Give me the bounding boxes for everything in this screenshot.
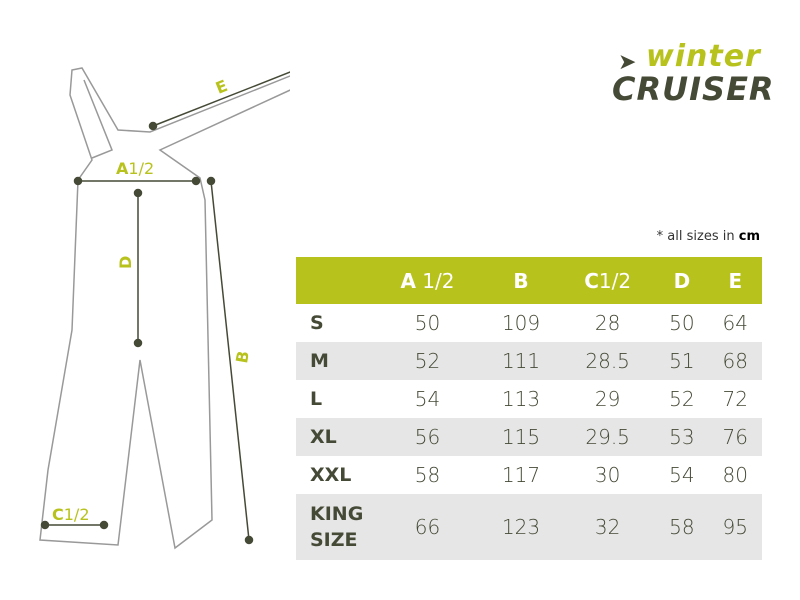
cell: 123 bbox=[481, 494, 561, 560]
arrow-icon: ➤ bbox=[618, 50, 637, 75]
cell: 52 bbox=[373, 342, 482, 380]
col-e: E bbox=[708, 257, 762, 304]
header-row: A 1/2 B C1/2 D E bbox=[296, 257, 762, 304]
cell: 32 bbox=[560, 494, 656, 560]
col-b: B bbox=[481, 257, 561, 304]
cell: 66 bbox=[373, 494, 482, 560]
cell: 64 bbox=[722, 311, 748, 335]
cell: 52 bbox=[669, 387, 695, 411]
logo-line2: CRUISER bbox=[612, 70, 775, 108]
size-label: S bbox=[310, 312, 324, 334]
cell: 29 bbox=[594, 387, 621, 411]
logo-line1: winter bbox=[646, 39, 761, 74]
size-table: A 1/2 B C1/2 D E S 50 109 28 50 64 M 52 111 28.5 5… bbox=[296, 257, 762, 560]
table-row: KING SIZE 66 123 32 58 95 bbox=[296, 494, 762, 560]
size-label: M bbox=[296, 342, 373, 380]
table-row: L 54 113 29 52 72 bbox=[296, 380, 762, 418]
pants-outline bbox=[39, 67, 290, 550]
brand-logo: ➤ winter CRUISER bbox=[612, 39, 775, 108]
label-c: C1/2 bbox=[52, 505, 90, 524]
cell: 115 bbox=[481, 418, 561, 456]
col-d: D bbox=[655, 257, 709, 304]
label-b: B bbox=[232, 349, 253, 364]
cell: 28 bbox=[594, 311, 621, 335]
cell: 111 bbox=[481, 342, 561, 380]
cell: 58 bbox=[414, 463, 441, 487]
units-note: * all sizes in cm bbox=[656, 229, 760, 244]
cell: 29.5 bbox=[560, 418, 656, 456]
table-row: S 50 109 28 50 64 bbox=[296, 304, 762, 342]
cell: 117 bbox=[501, 463, 541, 487]
cell: 95 bbox=[708, 494, 762, 560]
table-row: XXL 58 117 30 54 80 bbox=[296, 456, 762, 494]
size-label: XXL bbox=[310, 464, 352, 486]
label-e: E bbox=[213, 76, 230, 98]
measure-lines bbox=[40, 71, 290, 545]
cell: 80 bbox=[722, 463, 748, 487]
cell: 54 bbox=[414, 387, 441, 411]
cell: 28.5 bbox=[560, 342, 656, 380]
col-c: C1/2 bbox=[560, 257, 656, 304]
cell: 109 bbox=[501, 311, 541, 335]
cell: 68 bbox=[708, 342, 762, 380]
table-row: XL 56 115 29.5 53 76 bbox=[296, 418, 762, 456]
col-a: A 1/2 bbox=[373, 257, 482, 304]
cell: 50 bbox=[414, 311, 441, 335]
label-a: A1/2 bbox=[116, 159, 154, 178]
cell: 54 bbox=[669, 463, 695, 487]
cell: 53 bbox=[655, 418, 709, 456]
cell: 30 bbox=[594, 463, 621, 487]
cell: 51 bbox=[655, 342, 709, 380]
cell: 58 bbox=[655, 494, 709, 560]
pants-diagram: E A1/2 D B C1/2 bbox=[39, 67, 290, 550]
cell: 113 bbox=[501, 387, 541, 411]
cell: 50 bbox=[669, 311, 695, 335]
cell: 76 bbox=[708, 418, 762, 456]
size-label: XL bbox=[296, 418, 373, 456]
size-label: L bbox=[310, 388, 323, 410]
cell: 56 bbox=[373, 418, 482, 456]
label-d: D bbox=[116, 256, 135, 269]
cell: 72 bbox=[722, 387, 748, 411]
size-label: KING SIZE bbox=[296, 494, 373, 560]
table-row: M 52 111 28.5 51 68 bbox=[296, 342, 762, 380]
